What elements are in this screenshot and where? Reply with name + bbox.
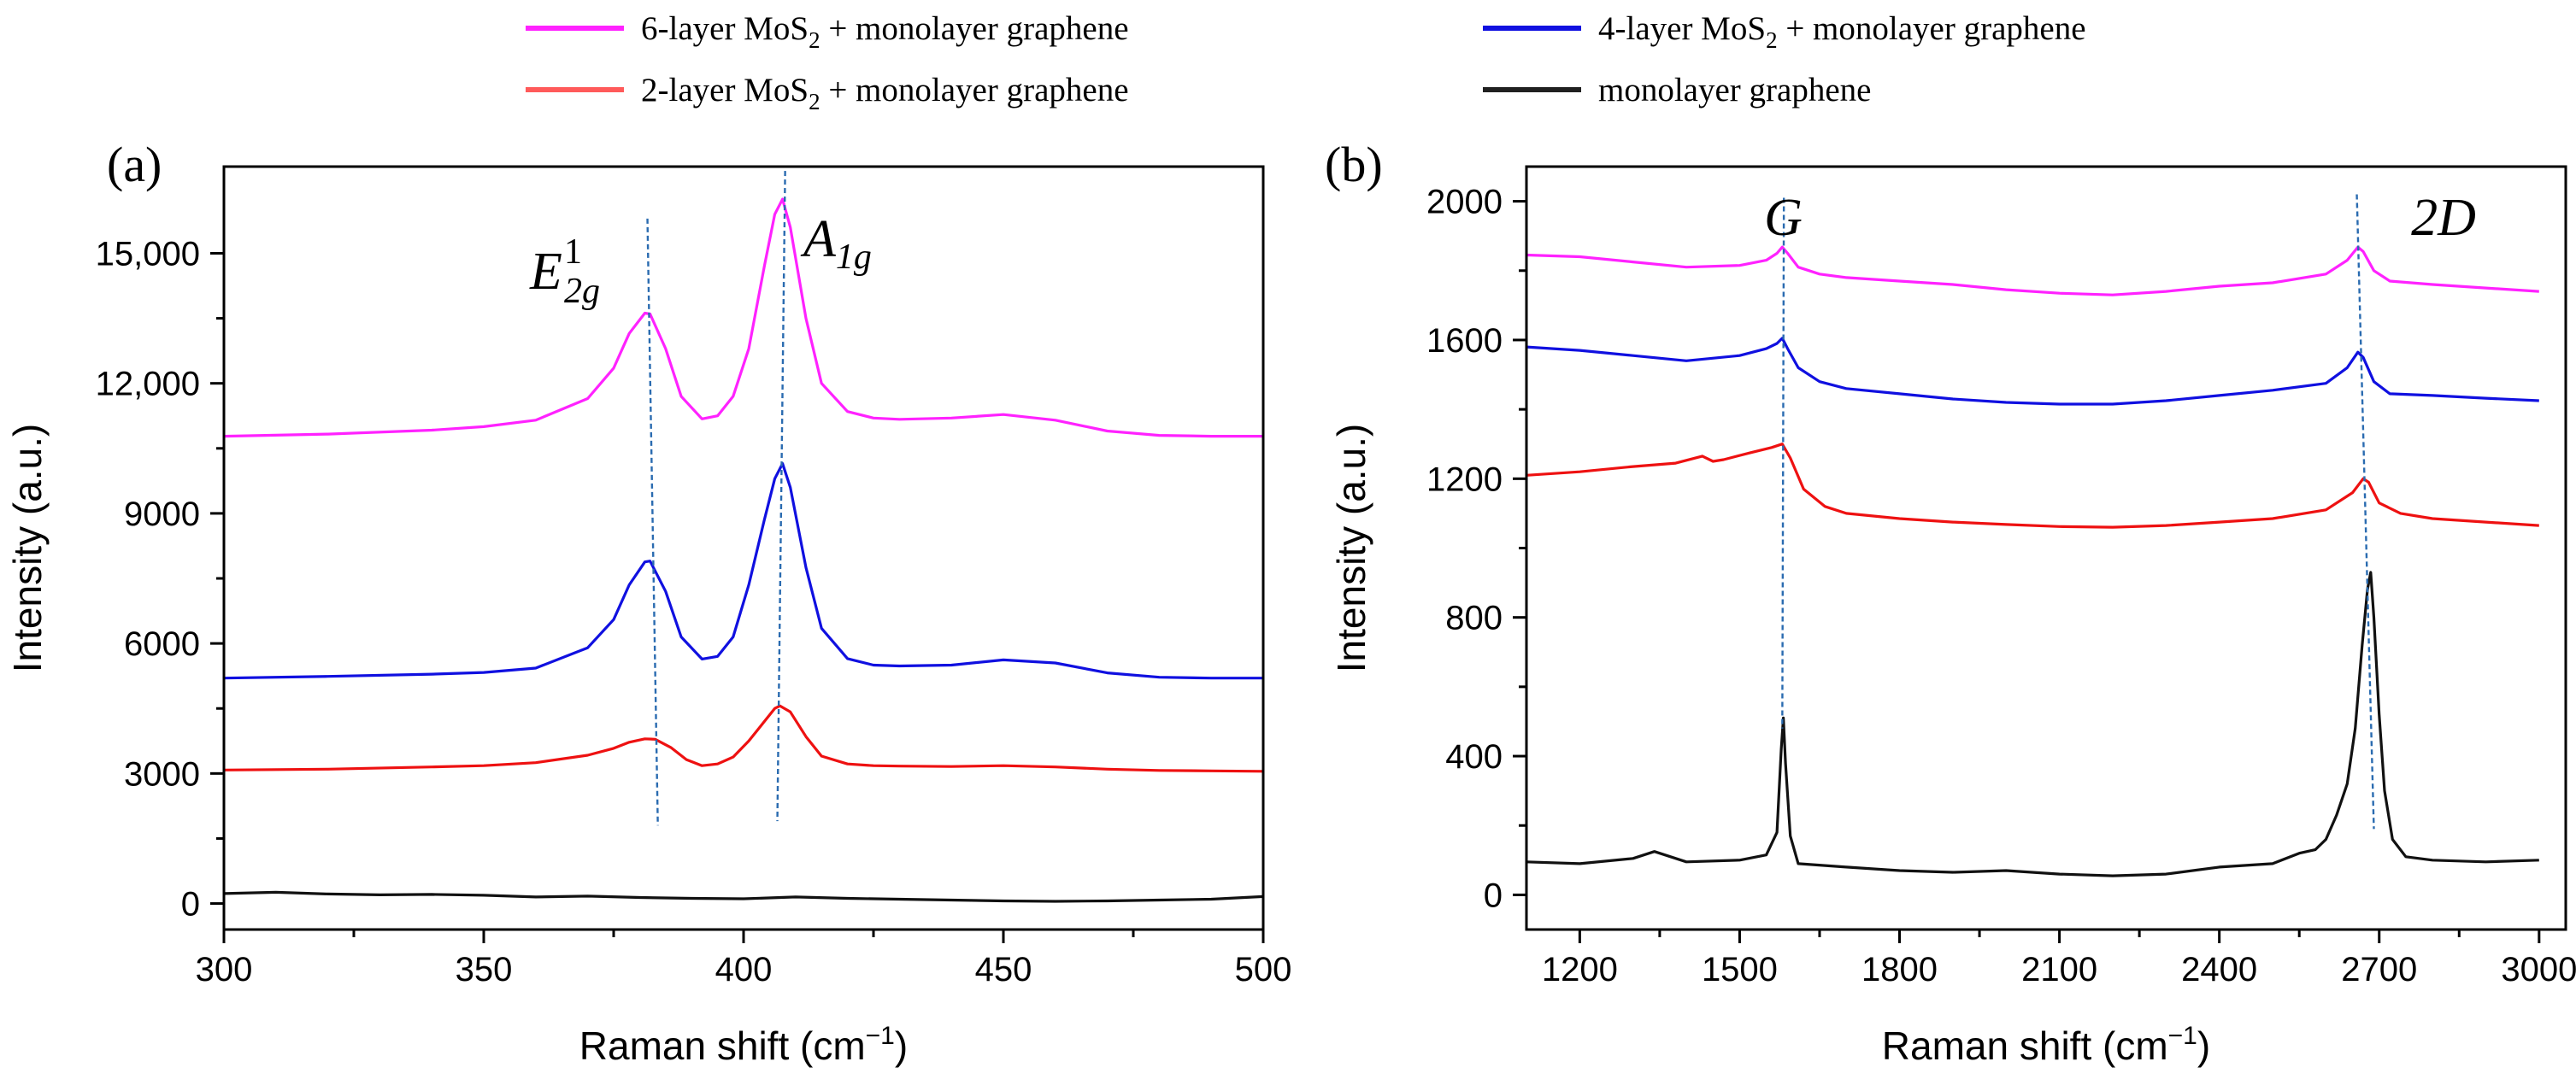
legend-label-subscript: 2 xyxy=(1766,27,1778,53)
x-axis-label: Raman shift (cm−1) xyxy=(579,1022,908,1068)
legend-label-4: monolayer graphene xyxy=(1598,72,1871,109)
legend-label-text-post: + monolayer graphene xyxy=(820,10,1129,47)
peak-label-base: E xyxy=(529,243,562,301)
peak-label-base: G xyxy=(1764,189,1803,247)
peak-label: A1g xyxy=(800,210,872,277)
x-tick-label: 500 xyxy=(1235,951,1292,988)
y-tick-label: 2000 xyxy=(1426,184,1503,221)
y-tick-label: 1600 xyxy=(1426,322,1503,360)
y-tick-label: 1200 xyxy=(1426,460,1503,498)
guide-line-a-1 xyxy=(646,218,659,826)
legend-label-text: 2-layer MoS xyxy=(641,72,809,109)
x-axis-label-superscript: −1 xyxy=(866,1022,895,1050)
y-tick-label: 0 xyxy=(181,886,200,924)
legend-label-text: monolayer graphene xyxy=(1598,72,1871,109)
legend-label-subscript: 2 xyxy=(809,27,820,53)
guide-line-b-2 xyxy=(2355,194,2375,830)
series-line-a-4 xyxy=(224,890,1263,903)
peak-label: G xyxy=(1764,189,1803,247)
series-line-a-2 xyxy=(224,462,1263,680)
x-tick-label: 300 xyxy=(196,951,253,988)
y-axis-label: Intensity (a.u.) xyxy=(5,424,50,672)
series-line-b-3 xyxy=(1526,443,2539,529)
plot-frame xyxy=(222,165,1265,931)
x-tick-label: 1800 xyxy=(1861,951,1938,988)
series-line-a-3 xyxy=(224,704,1263,773)
series-line-b-2 xyxy=(1526,337,2539,406)
y-tick-label: 400 xyxy=(1445,738,1503,776)
series-line-b-1 xyxy=(1526,245,2539,296)
panel-a: 300 350 400 450 500 0 3000 6000 9000 12,000 15,000… xyxy=(5,137,1291,1068)
legend-label-text-post: + monolayer graphene xyxy=(1778,10,2086,47)
x-axis-label: Raman shift (cm−1) xyxy=(1882,1022,2210,1068)
y-tick-label: 9000 xyxy=(124,496,200,533)
series-line-b-4 xyxy=(1526,571,2539,877)
panel-label: (b) xyxy=(1325,137,1383,192)
x-axis-label-text: Raman shift (cm xyxy=(579,1024,866,1068)
guide-line-b-1 xyxy=(1781,197,1785,729)
x-axis-label-text-post: ) xyxy=(2197,1024,2210,1068)
peak-label-subscript: 1g xyxy=(836,238,872,277)
legend: 6-layer MoS2 + monolayer graphene 4-layer… xyxy=(526,10,2086,114)
y-tick-label: 800 xyxy=(1445,600,1503,637)
x-tick-label: 350 xyxy=(456,951,513,988)
x-tick-label: 1200 xyxy=(1542,951,1618,988)
legend-label-text: 4-layer MoS xyxy=(1598,10,1766,47)
guide-line-a-2 xyxy=(776,171,786,822)
x-tick-label: 2400 xyxy=(2181,951,2257,988)
legend-label-subscript: 2 xyxy=(809,89,820,114)
y-tick-label: 3000 xyxy=(124,755,200,793)
peak-label-subscript: 2g xyxy=(564,272,600,311)
y-axis-label: Intensity (a.u.) xyxy=(1329,424,1373,672)
legend-label-1: 6-layer MoS2 + monolayer graphene xyxy=(641,10,1129,53)
plot-frame xyxy=(1525,165,2567,931)
x-axis-label-text: Raman shift (cm xyxy=(1882,1024,2168,1068)
x-tick-label: 450 xyxy=(975,951,1032,988)
legend-label-3: 2-layer MoS2 + monolayer graphene xyxy=(641,72,1129,114)
series-group xyxy=(1526,245,2539,877)
y-tick-label: 15,000 xyxy=(96,235,200,273)
x-axis-label-text-post: ) xyxy=(895,1024,908,1068)
peak-label: E1 2g xyxy=(529,232,600,311)
y-tick-label: 0 xyxy=(1484,877,1503,914)
series-line-a-1 xyxy=(224,197,1263,438)
x-tick-label: 2100 xyxy=(2021,951,2097,988)
series-group xyxy=(224,197,1263,903)
y-tick-label: 12,000 xyxy=(96,366,200,403)
x-tick-label: 2700 xyxy=(2341,951,2417,988)
x-axis-label-superscript: −1 xyxy=(2168,1022,2197,1050)
peak-label-superscript: 1 xyxy=(564,232,582,272)
x-tick-label: 400 xyxy=(715,951,773,988)
panel-b: 1200 1500 1800 2100 2400 2700 3000 0 400 800 1200 1… xyxy=(1325,137,2576,1068)
y-tick-label: 6000 xyxy=(124,625,200,663)
legend-label-text-post: + monolayer graphene xyxy=(820,72,1129,109)
legend-label-text: 6-layer MoS xyxy=(641,10,809,47)
peak-label-base: 2D xyxy=(2411,189,2476,247)
peak-label-base: A xyxy=(800,210,837,268)
peak-label: 2D xyxy=(2411,189,2476,247)
x-tick-label: 3000 xyxy=(2501,951,2576,988)
legend-label-2: 4-layer MoS2 + monolayer graphene xyxy=(1598,10,2086,53)
panel-label: (a) xyxy=(107,137,162,192)
x-tick-label: 1500 xyxy=(1702,951,1778,988)
